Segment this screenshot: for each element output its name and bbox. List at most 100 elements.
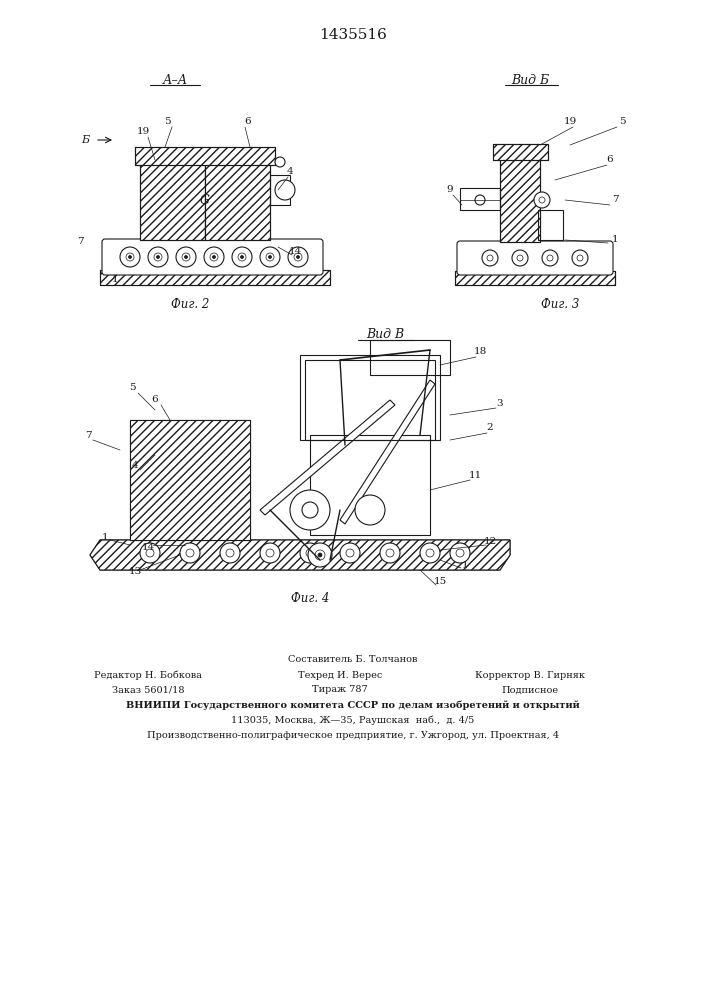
Circle shape [232, 247, 252, 267]
Bar [100, 270, 330, 285]
Bar [205, 160, 270, 240]
Circle shape [340, 543, 360, 563]
Circle shape [346, 549, 354, 557]
Circle shape [426, 549, 434, 557]
Text: 6: 6 [152, 395, 158, 404]
Circle shape [220, 543, 240, 563]
Text: Фиг. 2: Фиг. 2 [171, 298, 209, 312]
Bar [140, 160, 205, 240]
Polygon shape [260, 400, 395, 515]
Text: 4: 4 [132, 460, 139, 470]
Circle shape [275, 157, 285, 167]
Bar [455, 271, 615, 285]
Text: 13: 13 [129, 568, 141, 576]
Bar [460, 188, 500, 210]
Circle shape [176, 247, 196, 267]
Circle shape [260, 247, 280, 267]
Circle shape [288, 247, 308, 267]
Circle shape [204, 247, 224, 267]
Circle shape [380, 543, 400, 563]
Text: Подписное: Подписное [501, 686, 559, 694]
Bar [140, 160, 205, 240]
Circle shape [355, 495, 385, 525]
Bar [135, 147, 275, 165]
Text: 113035, Москва, Ж—35, Раушская  наб.,  д. 4/5: 113035, Москва, Ж—35, Раушская наб., д. … [231, 715, 474, 725]
Text: 1: 1 [112, 275, 118, 284]
Circle shape [547, 255, 553, 261]
Circle shape [238, 253, 246, 261]
Text: Редактор Н. Бобкова: Редактор Н. Бобкова [94, 670, 202, 680]
Text: 18: 18 [474, 348, 486, 357]
Text: 3: 3 [497, 398, 503, 408]
Bar [300, 355, 440, 440]
Text: ВНИИПИ Государственного комитета СССР по делам изобретений и открытий: ВНИИПИ Государственного комитета СССР по… [126, 700, 580, 710]
Text: 5: 5 [129, 383, 135, 392]
Text: 19: 19 [563, 117, 577, 126]
Circle shape [487, 255, 493, 261]
Circle shape [120, 247, 140, 267]
Text: А–А: А–А [163, 74, 187, 87]
Circle shape [146, 549, 154, 557]
Bar [493, 144, 548, 160]
Circle shape [186, 549, 194, 557]
Text: Фиг. 3: Фиг. 3 [541, 298, 579, 312]
Circle shape [318, 553, 322, 557]
FancyBboxPatch shape [102, 239, 323, 275]
Text: Корректор В. Гирняк: Корректор В. Гирняк [475, 670, 585, 680]
Circle shape [226, 549, 234, 557]
Text: 14: 14 [141, 544, 155, 552]
Text: Составитель Б. Толчанов: Составитель Б. Толчанов [288, 656, 418, 664]
Text: 1435516: 1435516 [319, 28, 387, 42]
Circle shape [275, 180, 295, 200]
Text: Заказ 5601/18: Заказ 5601/18 [112, 686, 185, 694]
Circle shape [213, 255, 216, 258]
Bar [130, 420, 250, 540]
Circle shape [306, 549, 314, 557]
Circle shape [154, 253, 162, 261]
Circle shape [126, 253, 134, 261]
Text: 7: 7 [85, 430, 91, 440]
Text: 15: 15 [433, 578, 447, 586]
Text: 5: 5 [619, 117, 625, 126]
Bar [130, 420, 250, 540]
Text: Тираж 787: Тираж 787 [312, 686, 368, 694]
Circle shape [290, 490, 330, 530]
FancyBboxPatch shape [457, 241, 613, 275]
Bar [135, 147, 275, 165]
Text: 12: 12 [484, 538, 496, 546]
Circle shape [315, 550, 325, 560]
Text: 7: 7 [76, 237, 83, 246]
Circle shape [182, 253, 190, 261]
Text: 7: 7 [612, 196, 619, 205]
Text: 1: 1 [612, 235, 619, 244]
Circle shape [577, 255, 583, 261]
Circle shape [156, 255, 160, 258]
Circle shape [148, 247, 168, 267]
Text: 2: 2 [486, 424, 493, 432]
Circle shape [240, 255, 243, 258]
Text: 5: 5 [164, 117, 170, 126]
Circle shape [539, 197, 545, 203]
Bar [305, 360, 435, 440]
Text: 1: 1 [102, 534, 108, 542]
Circle shape [266, 549, 274, 557]
Text: 1: 1 [462, 560, 468, 570]
Circle shape [269, 255, 271, 258]
Bar [100, 270, 330, 285]
Text: 4: 4 [286, 167, 293, 176]
Bar [493, 144, 548, 160]
Bar [500, 157, 540, 242]
Text: Вид В: Вид В [366, 328, 404, 342]
Bar [538, 210, 563, 240]
Polygon shape [90, 540, 510, 570]
Circle shape [534, 192, 550, 208]
Bar [205, 160, 270, 240]
Circle shape [129, 255, 132, 258]
Circle shape [542, 250, 558, 266]
Text: Производственно-полиграфическое предприятие, г. Ужгород, ул. Проектная, 4: Производственно-полиграфическое предприя… [147, 730, 559, 740]
Text: 19: 19 [136, 127, 150, 136]
Text: Фиг. 4: Фиг. 4 [291, 591, 329, 604]
Circle shape [456, 549, 464, 557]
Circle shape [180, 543, 200, 563]
Circle shape [475, 195, 485, 205]
